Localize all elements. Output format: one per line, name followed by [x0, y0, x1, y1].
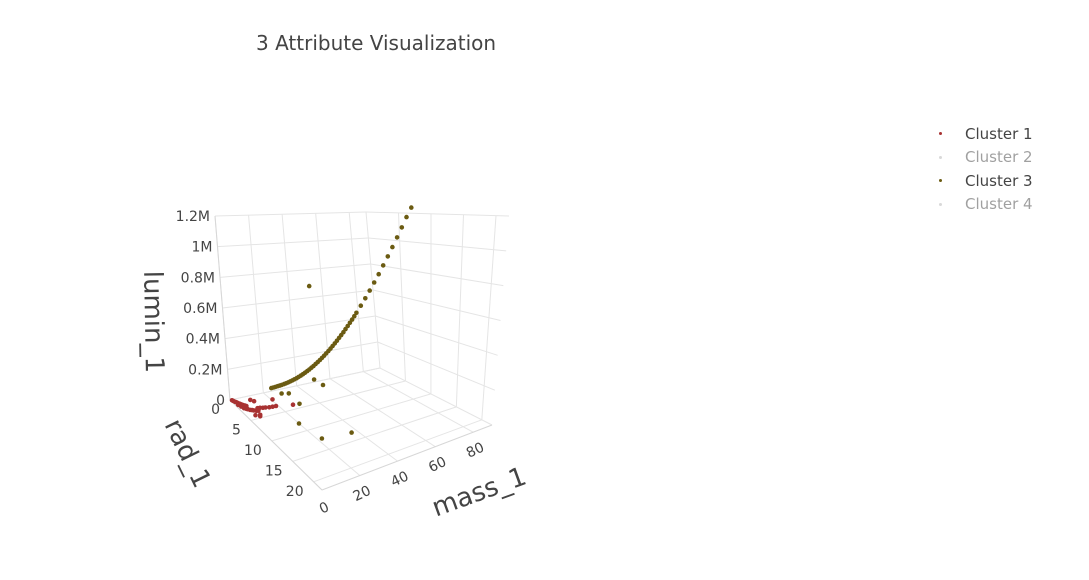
legend-marker	[939, 202, 942, 206]
data-point-cluster-3[interactable]	[367, 288, 373, 293]
grid-line	[365, 211, 510, 217]
point-layer	[229, 205, 414, 441]
data-point-cluster-1[interactable]	[257, 412, 263, 418]
data-point-cluster-1[interactable]	[253, 412, 258, 418]
grid-line	[368, 237, 507, 252]
grid-line	[222, 289, 374, 309]
legend-label: Cluster 1	[965, 124, 1033, 143]
grid-line	[370, 263, 504, 287]
legend-marker	[939, 155, 942, 159]
data-point-cluster-3[interactable]	[311, 377, 317, 382]
data-point-cluster-3[interactable]	[279, 391, 284, 396]
legend-label: Cluster 4	[965, 195, 1033, 214]
x-tick-label: 40	[388, 468, 411, 490]
data-point-cluster-3[interactable]	[358, 303, 364, 309]
z-axis-line	[214, 215, 231, 401]
data-point-cluster-3[interactable]	[394, 235, 400, 240]
data-point-cluster-3[interactable]	[371, 280, 377, 285]
grid-line	[250, 380, 406, 421]
data-point-cluster-3[interactable]	[349, 317, 355, 322]
data-point-cluster-1[interactable]	[263, 405, 268, 410]
data-point-cluster-3[interactable]	[297, 401, 302, 407]
grid-line	[375, 315, 498, 356]
data-point-cluster-3[interactable]	[404, 214, 409, 220]
z-tick-label: 1M	[192, 240, 213, 256]
legend-item-cluster-1[interactable]: Cluster 1	[930, 122, 1033, 146]
data-point-cluster-3[interactable]	[296, 421, 302, 426]
data-point-cluster-1[interactable]	[273, 403, 279, 409]
grid-line	[329, 378, 436, 448]
z-tick-label: 0.2M	[188, 362, 222, 378]
y-tick-label: 15	[265, 463, 283, 479]
data-point-cluster-3[interactable]	[363, 296, 368, 301]
data-point-cluster-1[interactable]	[270, 397, 275, 402]
grid-line	[363, 371, 474, 433]
grid-line	[372, 289, 501, 321]
y-tick-label: 20	[286, 484, 304, 500]
y-tick-label: 10	[244, 443, 262, 459]
grid-line	[214, 211, 367, 217]
data-point-cluster-1[interactable]	[290, 402, 296, 408]
z-tick-label: 0.4M	[186, 332, 220, 348]
grid-line	[292, 406, 457, 462]
grid-line	[271, 393, 432, 442]
data-point-cluster-3[interactable]	[349, 430, 354, 435]
data-point-cluster-3[interactable]	[390, 244, 395, 250]
data-point-cluster-3[interactable]	[376, 271, 382, 277]
data-point-cluster-3[interactable]	[385, 254, 391, 259]
legend-item-cluster-4[interactable]: Cluster 4	[930, 193, 1033, 217]
grid-line	[227, 341, 378, 370]
data-point-cluster-3[interactable]	[409, 205, 414, 210]
z-tick-label: 1.2M	[176, 209, 210, 225]
data-point-cluster-1[interactable]	[248, 397, 253, 403]
data-point-cluster-3[interactable]	[320, 382, 326, 388]
grid-line	[219, 263, 371, 278]
x-tick-label: 60	[426, 454, 449, 476]
grid-line	[313, 419, 482, 483]
z-tick-label: 0	[216, 393, 225, 409]
y-axis-title: rad_1	[158, 414, 217, 492]
grid-line	[263, 392, 361, 476]
legend-item-cluster-2[interactable]: Cluster 2	[930, 146, 1033, 170]
x-axis-line	[321, 424, 493, 491]
z-tick-label: 0.8M	[181, 270, 215, 286]
legend-label: Cluster 2	[965, 148, 1033, 167]
legend-marker	[939, 132, 942, 136]
data-point-cluster-3[interactable]	[306, 283, 312, 289]
z-tick-label: 0.6M	[183, 301, 217, 317]
data-point-cluster-1[interactable]	[251, 398, 257, 404]
grid-line	[229, 367, 381, 401]
legend: Cluster 1 Cluster 2 Cluster 3 Cluster 4	[930, 122, 1033, 216]
z-axis-title: lumin_1	[137, 270, 169, 373]
data-point-cluster-3[interactable]	[286, 391, 292, 396]
grid-line	[379, 367, 493, 426]
grid-line	[217, 237, 369, 248]
chart-title: 3 Attribute Visualization	[256, 31, 497, 55]
data-point-cluster-3[interactable]	[354, 310, 359, 316]
grid-line	[377, 341, 496, 391]
grid-layer	[214, 211, 510, 491]
x-tick-label: 80	[464, 440, 487, 462]
y-tick-label: 5	[232, 422, 241, 438]
data-point-cluster-3[interactable]	[347, 320, 353, 326]
legend-marker	[939, 179, 942, 183]
y-tick-label: 0	[211, 402, 220, 418]
data-point-cluster-3[interactable]	[399, 225, 405, 230]
x-tick-label: 20	[351, 483, 374, 505]
x-tick-label: 0	[317, 499, 332, 517]
data-point-cluster-3[interactable]	[319, 436, 325, 441]
legend-item-cluster-3[interactable]: Cluster 3	[930, 169, 1033, 193]
legend-label: Cluster 3	[965, 171, 1033, 190]
data-point-cluster-3[interactable]	[345, 323, 351, 329]
data-point-cluster-3[interactable]	[380, 263, 386, 268]
data-point-cluster-3[interactable]	[352, 313, 357, 319]
grid-line	[296, 385, 398, 462]
y-axis-line	[229, 399, 323, 491]
